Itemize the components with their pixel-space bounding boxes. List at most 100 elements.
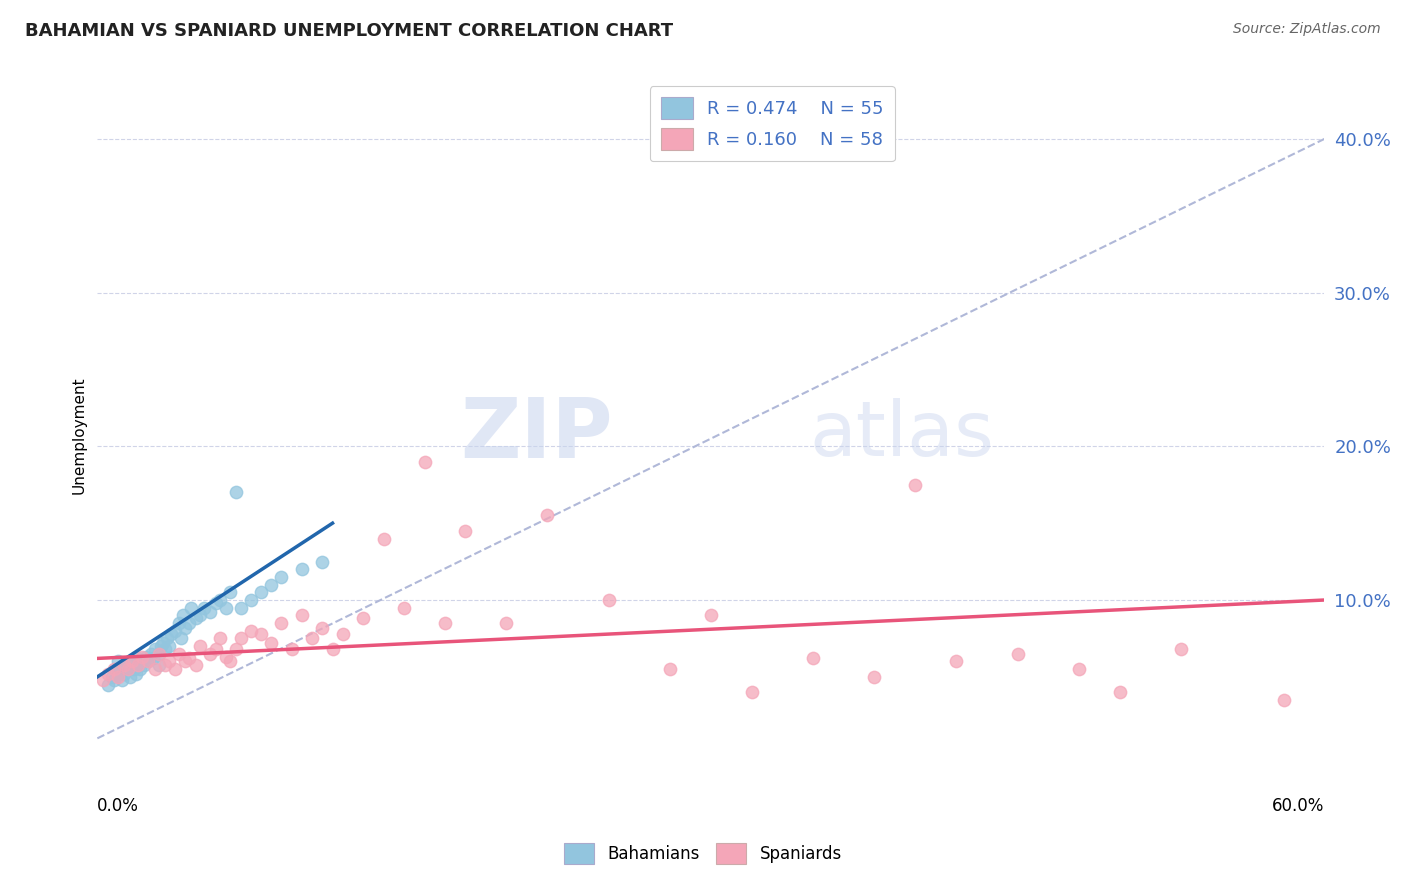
- Point: [103, 662, 125, 676]
- Point: [741, 685, 763, 699]
- Point: [127, 657, 149, 672]
- Point: [122, 662, 145, 676]
- Legend: R = 0.474    N = 55, R = 0.160    N = 58: R = 0.474 N = 55, R = 0.160 N = 58: [650, 87, 894, 161]
- Point: [120, 670, 142, 684]
- Point: [219, 585, 242, 599]
- Point: [179, 651, 201, 665]
- Point: [152, 636, 174, 650]
- Point: [301, 632, 323, 646]
- Point: [157, 655, 180, 669]
- Point: [107, 670, 129, 684]
- Point: [260, 636, 283, 650]
- Point: [193, 600, 215, 615]
- Point: [167, 647, 190, 661]
- Point: [107, 662, 129, 676]
- Point: [165, 662, 187, 676]
- Point: [112, 666, 135, 681]
- Point: [180, 600, 202, 615]
- Point: [863, 670, 886, 684]
- Point: [174, 621, 197, 635]
- Point: [121, 655, 143, 669]
- Point: [170, 632, 193, 646]
- Point: [131, 655, 153, 669]
- Point: [239, 593, 262, 607]
- Point: [270, 570, 292, 584]
- Point: [280, 642, 302, 657]
- Point: [454, 524, 477, 538]
- Point: [598, 593, 620, 607]
- Point: [801, 651, 824, 665]
- Point: [188, 639, 211, 653]
- Text: ZIP: ZIP: [460, 394, 613, 475]
- Point: [215, 649, 238, 664]
- Point: [103, 673, 125, 687]
- Point: [117, 657, 139, 672]
- Point: [184, 611, 207, 625]
- Point: [125, 666, 148, 681]
- Point: [945, 655, 967, 669]
- Point: [229, 632, 252, 646]
- Point: [1067, 662, 1090, 676]
- Point: [229, 600, 252, 615]
- Point: [179, 616, 201, 631]
- Point: [188, 608, 211, 623]
- Point: [904, 477, 927, 491]
- Point: [97, 677, 120, 691]
- Point: [157, 639, 180, 653]
- Point: [111, 673, 134, 687]
- Point: [129, 662, 152, 676]
- Point: [239, 624, 262, 638]
- Point: [139, 647, 162, 661]
- Point: [1170, 642, 1192, 657]
- Point: [100, 670, 122, 684]
- Text: 0.0%: 0.0%: [97, 797, 139, 814]
- Point: [148, 647, 170, 661]
- Point: [160, 627, 183, 641]
- Point: [205, 596, 228, 610]
- Point: [311, 621, 333, 635]
- Point: [131, 649, 153, 664]
- Point: [536, 508, 558, 523]
- Point: [205, 642, 228, 657]
- Point: [165, 624, 187, 638]
- Point: [172, 608, 194, 623]
- Point: [117, 662, 139, 676]
- Point: [291, 562, 314, 576]
- Point: [121, 655, 143, 669]
- Point: [332, 627, 354, 641]
- Point: [219, 655, 242, 669]
- Point: [700, 608, 723, 623]
- Point: [93, 673, 115, 687]
- Point: [270, 616, 292, 631]
- Legend: Bahamians, Spaniards: Bahamians, Spaniards: [557, 837, 849, 871]
- Point: [225, 485, 247, 500]
- Point: [134, 657, 156, 672]
- Point: [167, 616, 190, 631]
- Point: [127, 651, 149, 665]
- Point: [138, 655, 160, 669]
- Text: Source: ZipAtlas.com: Source: ZipAtlas.com: [1233, 22, 1381, 37]
- Point: [153, 642, 176, 657]
- Point: [225, 642, 247, 657]
- Point: [127, 657, 149, 672]
- Point: [107, 666, 129, 681]
- Text: 60.0%: 60.0%: [1272, 797, 1324, 814]
- Point: [174, 655, 197, 669]
- Point: [209, 632, 232, 646]
- Point: [392, 600, 415, 615]
- Point: [291, 608, 314, 623]
- Point: [322, 642, 344, 657]
- Point: [149, 639, 172, 653]
- Point: [198, 647, 221, 661]
- Point: [148, 647, 170, 661]
- Point: [495, 616, 517, 631]
- Point: [97, 666, 120, 681]
- Point: [153, 657, 176, 672]
- Point: [209, 593, 232, 607]
- Point: [1272, 693, 1295, 707]
- Point: [250, 585, 273, 599]
- Point: [250, 627, 273, 641]
- Point: [373, 532, 395, 546]
- Point: [117, 662, 139, 676]
- Point: [142, 651, 165, 665]
